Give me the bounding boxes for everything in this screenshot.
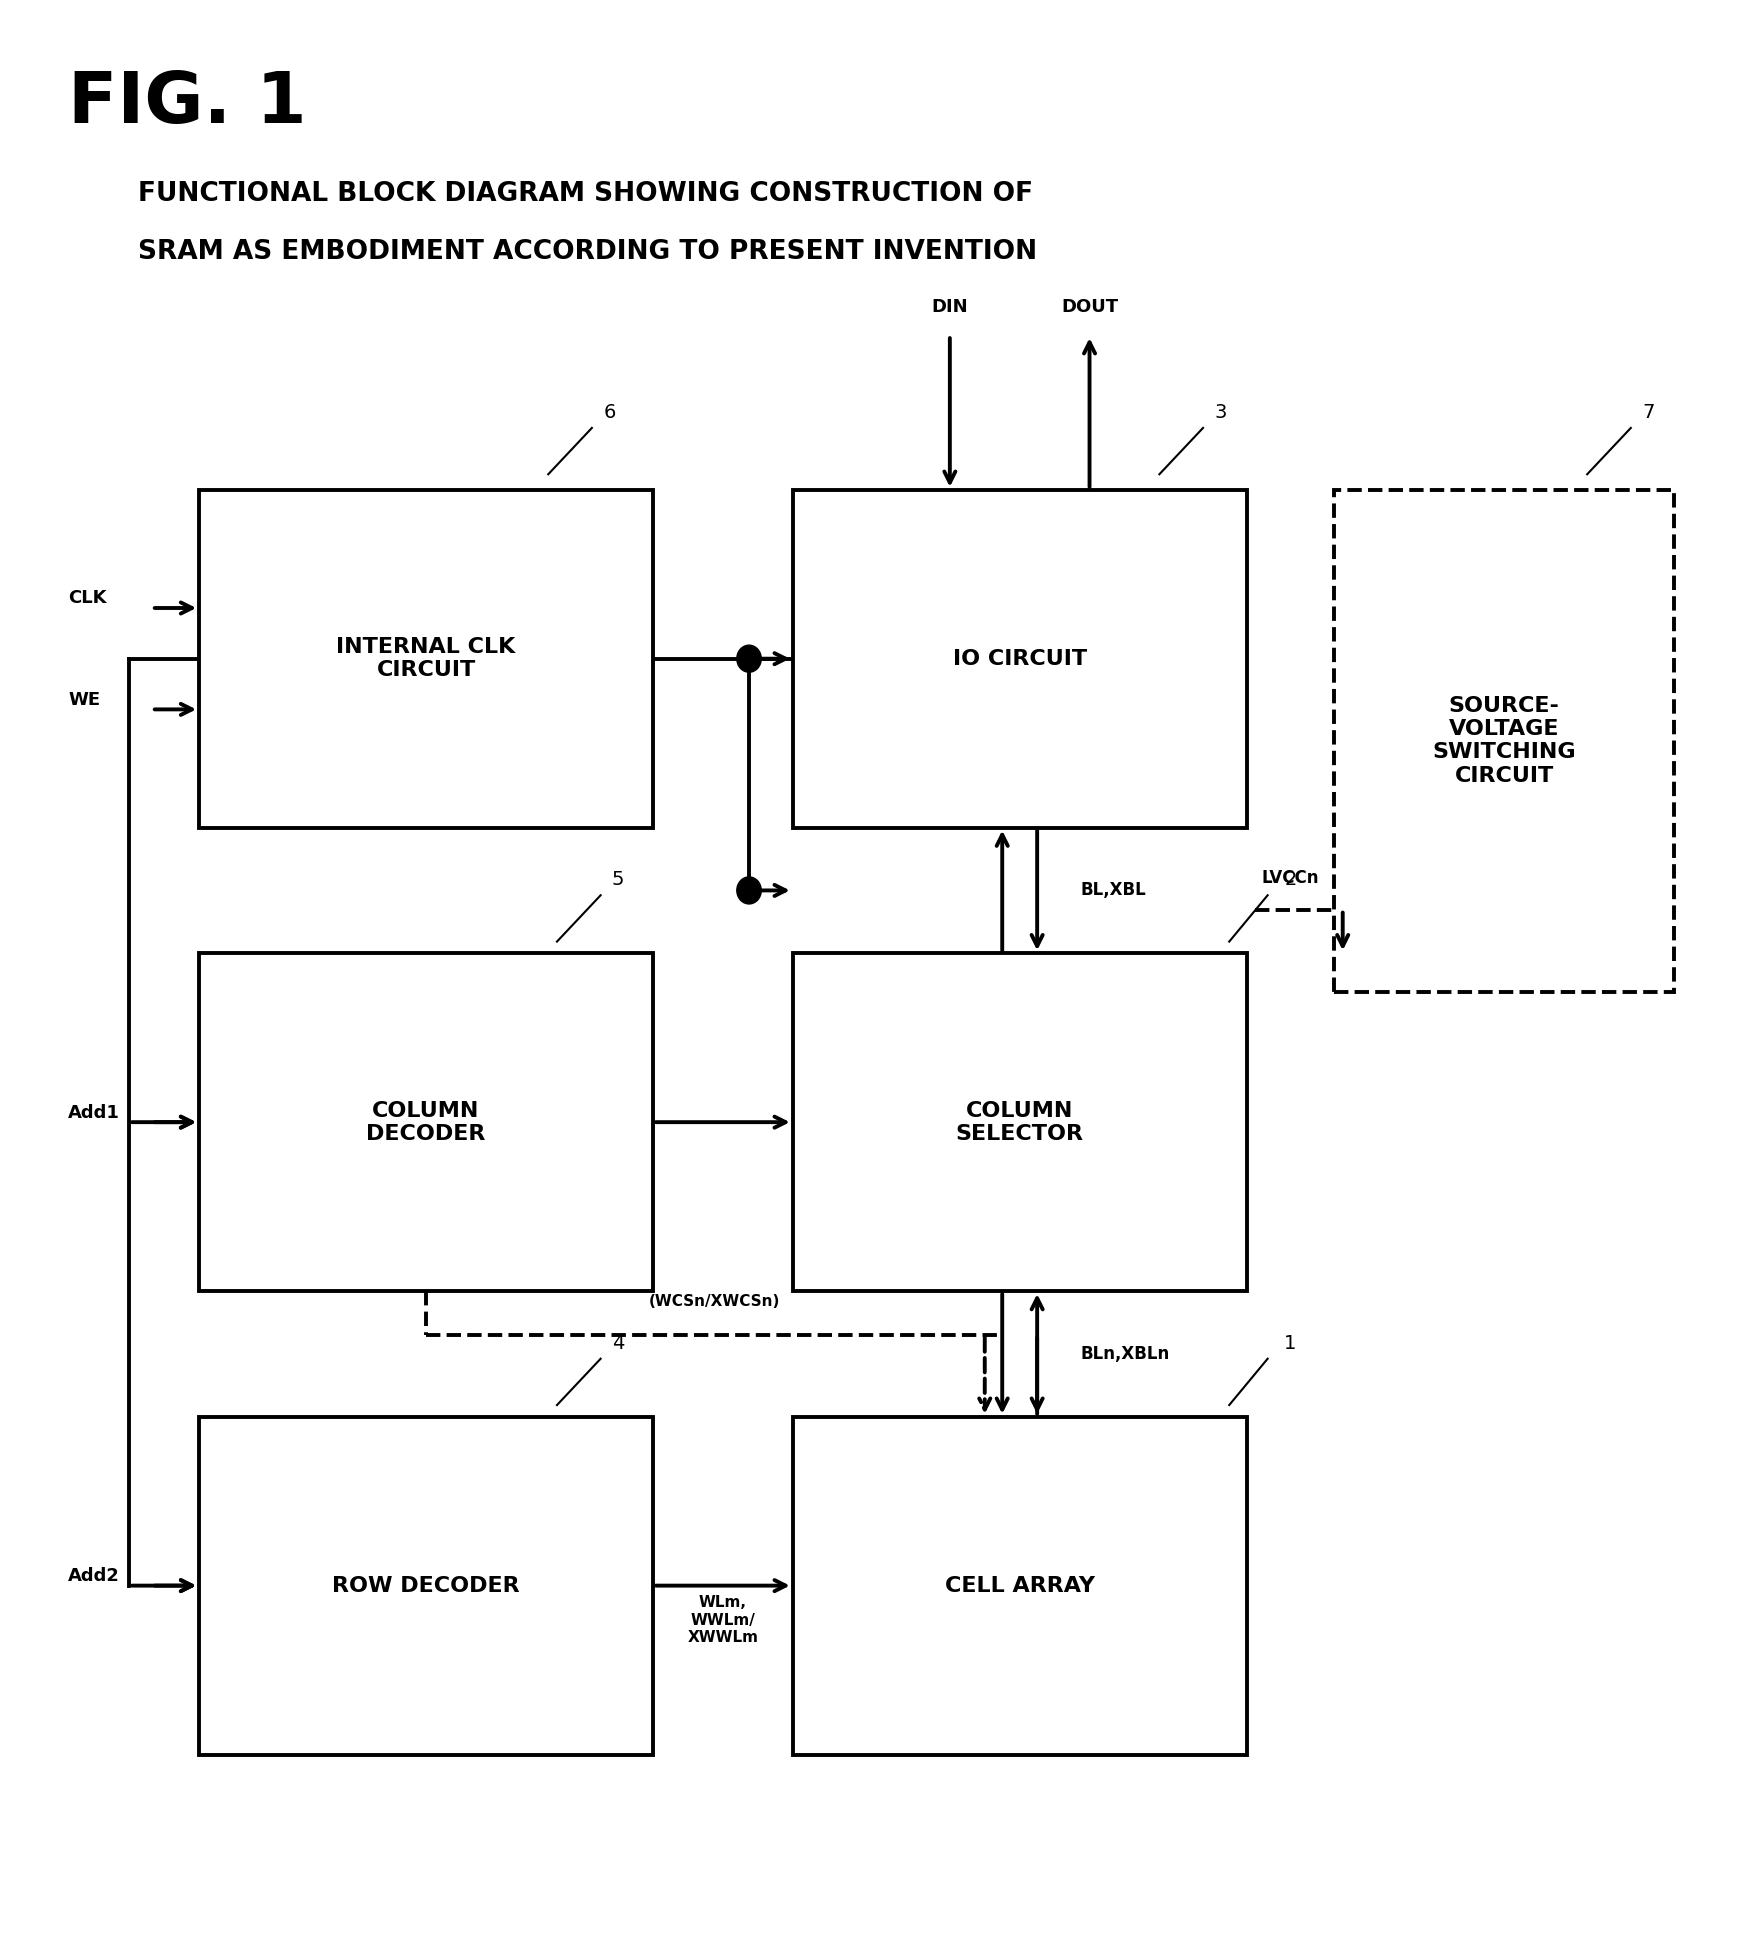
Text: 6: 6 — [604, 403, 616, 422]
FancyBboxPatch shape — [199, 1416, 653, 1754]
FancyBboxPatch shape — [199, 953, 653, 1291]
Text: FIG. 1: FIG. 1 — [69, 68, 306, 138]
Text: 7: 7 — [1642, 403, 1654, 422]
Text: INTERNAL CLK
CIRCUIT: INTERNAL CLK CIRCUIT — [336, 638, 516, 681]
Text: FUNCTIONAL BLOCK DIAGRAM SHOWING CONSTRUCTION OF: FUNCTIONAL BLOCK DIAGRAM SHOWING CONSTRU… — [137, 181, 1033, 206]
FancyBboxPatch shape — [792, 1416, 1246, 1754]
Text: 2: 2 — [1285, 869, 1297, 889]
Text: 5: 5 — [612, 869, 625, 889]
Text: IO CIRCUIT: IO CIRCUIT — [952, 650, 1086, 669]
Text: (WCSn/XWCSn): (WCSn/XWCSn) — [648, 1295, 780, 1309]
Text: COLUMN
SELECTOR: COLUMN SELECTOR — [956, 1101, 1084, 1144]
Text: CLK: CLK — [69, 589, 107, 607]
Text: 3: 3 — [1214, 403, 1227, 422]
Text: DOUT: DOUT — [1061, 298, 1118, 315]
Text: WLm,
WWLm/
XWWLm: WLm, WWLm/ XWWLm — [688, 1595, 759, 1645]
Text: LVCCn: LVCCn — [1262, 869, 1318, 887]
Circle shape — [737, 646, 762, 673]
Text: CELL ARRAY: CELL ARRAY — [945, 1575, 1095, 1595]
Text: Add2: Add2 — [69, 1568, 120, 1585]
Text: DIN: DIN — [931, 298, 968, 315]
FancyBboxPatch shape — [792, 490, 1246, 829]
Text: Add1: Add1 — [69, 1103, 120, 1122]
Text: BLn,XBLn: BLn,XBLn — [1081, 1344, 1170, 1363]
FancyBboxPatch shape — [1334, 490, 1674, 992]
Text: ROW DECODER: ROW DECODER — [333, 1575, 519, 1595]
Circle shape — [737, 877, 762, 904]
FancyBboxPatch shape — [792, 953, 1246, 1291]
Text: 4: 4 — [612, 1334, 625, 1354]
FancyBboxPatch shape — [199, 490, 653, 829]
Text: BL,XBL: BL,XBL — [1081, 881, 1146, 899]
Text: SOURCE-
VOLTAGE
SWITCHING
CIRCUIT: SOURCE- VOLTAGE SWITCHING CIRCUIT — [1433, 696, 1575, 786]
Text: SRAM AS EMBODIMENT ACCORDING TO PRESENT INVENTION: SRAM AS EMBODIMENT ACCORDING TO PRESENT … — [137, 239, 1037, 265]
Text: WE: WE — [69, 690, 100, 708]
Text: COLUMN
DECODER: COLUMN DECODER — [366, 1101, 486, 1144]
Text: 1: 1 — [1285, 1334, 1297, 1354]
